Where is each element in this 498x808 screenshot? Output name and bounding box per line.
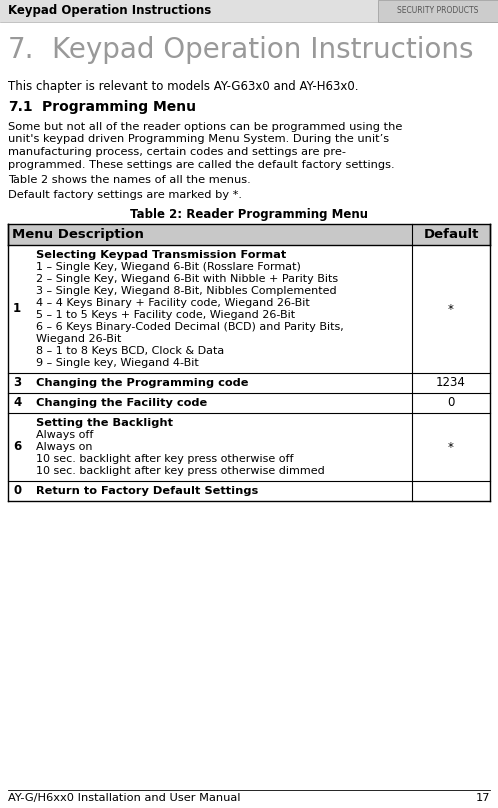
Text: programmed. These settings are called the default factory settings.: programmed. These settings are called th… — [8, 159, 394, 170]
Text: *: * — [448, 440, 454, 453]
Text: 9 – Single key, Wiegand 4-Bit: 9 – Single key, Wiegand 4-Bit — [36, 358, 199, 368]
Text: Keypad Operation Instructions: Keypad Operation Instructions — [8, 4, 211, 17]
Text: Changing the Programming code: Changing the Programming code — [36, 378, 249, 388]
Text: AY-G/H6xx0 Installation and User Manual: AY-G/H6xx0 Installation and User Manual — [8, 793, 241, 803]
Bar — [8, 245, 490, 373]
Text: Always off: Always off — [36, 430, 93, 440]
Text: Return to Factory Default Settings: Return to Factory Default Settings — [36, 486, 258, 496]
Text: *: * — [448, 302, 454, 315]
Text: 17: 17 — [476, 793, 490, 803]
Text: 3: 3 — [13, 377, 21, 389]
Text: 0: 0 — [447, 397, 455, 410]
Text: 1 – Single Key, Wiegand 6-Bit (Rosslare Format): 1 – Single Key, Wiegand 6-Bit (Rosslare … — [36, 262, 301, 272]
Bar — [8, 224, 490, 245]
Text: Menu Description: Menu Description — [12, 228, 144, 241]
Text: SECURITY PRODUCTS: SECURITY PRODUCTS — [397, 6, 479, 15]
Text: 10 sec. backlight after key press otherwise off: 10 sec. backlight after key press otherw… — [36, 454, 293, 464]
Text: Table 2: Reader Programming Menu: Table 2: Reader Programming Menu — [130, 208, 368, 221]
Text: Wiegand 26-Bit: Wiegand 26-Bit — [36, 334, 122, 344]
Text: 6 – 6 Keys Binary-Coded Decimal (BCD) and Parity Bits,: 6 – 6 Keys Binary-Coded Decimal (BCD) an… — [36, 322, 344, 332]
Text: 10 sec. backlight after key press otherwise dimmed: 10 sec. backlight after key press otherw… — [36, 466, 325, 476]
Text: This chapter is relevant to models AY-G63x0 and AY-H63x0.: This chapter is relevant to models AY-G6… — [8, 80, 359, 93]
Text: 5 – 1 to 5 Keys + Facility code, Wiegand 26-Bit: 5 – 1 to 5 Keys + Facility code, Wiegand… — [36, 310, 295, 320]
Text: Default factory settings are marked by *.: Default factory settings are marked by *… — [8, 190, 242, 200]
Text: Table 2 shows the names of all the menus.: Table 2 shows the names of all the menus… — [8, 175, 251, 185]
Text: Programming Menu: Programming Menu — [42, 100, 196, 114]
Text: 2 – Single Key, Wiegand 6-Bit with Nibble + Parity Bits: 2 – Single Key, Wiegand 6-Bit with Nibbl… — [36, 274, 338, 284]
Bar — [0, 0, 498, 22]
Text: Keypad Operation Instructions: Keypad Operation Instructions — [52, 36, 474, 64]
Text: manufacturing process, certain codes and settings are pre-: manufacturing process, certain codes and… — [8, 147, 346, 157]
Text: Some but not all of the reader options can be programmed using the: Some but not all of the reader options c… — [8, 122, 402, 132]
Bar — [8, 413, 490, 481]
Text: 6: 6 — [13, 440, 21, 453]
Bar — [8, 393, 490, 413]
Text: unit's keypad driven Programming Menu System. During the unit’s: unit's keypad driven Programming Menu Sy… — [8, 134, 389, 145]
Text: 1: 1 — [13, 302, 21, 315]
Bar — [378, 0, 498, 22]
Text: 0: 0 — [13, 485, 21, 498]
Bar — [8, 481, 490, 501]
Text: 4: 4 — [13, 397, 21, 410]
Text: Selecting Keypad Transmission Format: Selecting Keypad Transmission Format — [36, 250, 286, 260]
Text: Default: Default — [423, 228, 479, 241]
Text: 7.1: 7.1 — [8, 100, 33, 114]
Text: 1234: 1234 — [436, 377, 466, 389]
Text: Always on: Always on — [36, 442, 93, 452]
Text: 8 – 1 to 8 Keys BCD, Clock & Data: 8 – 1 to 8 Keys BCD, Clock & Data — [36, 346, 224, 356]
Text: 4 – 4 Keys Binary + Facility code, Wiegand 26-Bit: 4 – 4 Keys Binary + Facility code, Wiega… — [36, 298, 310, 308]
Text: 3 – Single Key, Wiegand 8-Bit, Nibbles Complemented: 3 – Single Key, Wiegand 8-Bit, Nibbles C… — [36, 286, 337, 296]
Text: 7.: 7. — [8, 36, 34, 64]
Text: Changing the Facility code: Changing the Facility code — [36, 398, 207, 408]
Text: Setting the Backlight: Setting the Backlight — [36, 418, 173, 428]
Bar — [8, 373, 490, 393]
